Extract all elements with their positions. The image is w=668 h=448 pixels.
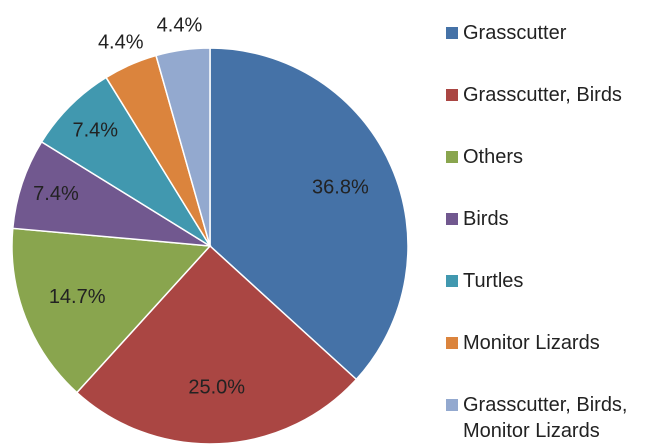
legend-label: Grasscutter (463, 22, 567, 44)
legend-item: Grasscutter, Birds (446, 82, 668, 144)
legend-label: Grasscutter, Birds, Monitor Lizards (463, 394, 628, 442)
legend-label: Turtles (463, 270, 524, 292)
legend-item: Monitor Lizards (446, 330, 668, 392)
data-label: 7.4% (72, 119, 118, 141)
legend-swatch (446, 337, 458, 349)
legend-swatch (446, 151, 458, 163)
data-label: 4.4% (157, 15, 203, 37)
data-label: 14.7% (49, 286, 106, 308)
pie: 36.8% 25.0% 14.7% 7.4% 7.4% 4.4% 4.4% (11, 15, 409, 445)
legend-swatch (446, 213, 458, 225)
legend-swatch (446, 27, 458, 39)
legend-swatch (446, 275, 458, 287)
legend-label: Grasscutter, Birds (463, 84, 622, 106)
data-label: 4.4% (98, 31, 144, 53)
slice (11, 227, 212, 394)
legend-label: Others (463, 146, 524, 168)
slice (209, 47, 409, 381)
legend-label: Monitor Lizards (463, 332, 600, 354)
legend-item: Others (446, 144, 668, 206)
data-label: 25.0% (188, 377, 245, 399)
legend-item: Turtles (446, 268, 668, 330)
legend-label: Birds (463, 208, 509, 230)
slice (75, 244, 358, 445)
legend-item: Grasscutter (446, 20, 668, 82)
data-label: 36.8% (312, 177, 369, 199)
legend-item: Birds (446, 206, 668, 268)
legend-swatch (446, 399, 458, 411)
slice (155, 47, 211, 247)
legend-item: Grasscutter, Birds, Monitor Lizards (446, 392, 668, 448)
data-label: 7.4% (33, 183, 79, 205)
legend: Grasscutter Grasscutter, Birds Others Birds… (446, 20, 668, 448)
legend-swatch (446, 89, 458, 101)
